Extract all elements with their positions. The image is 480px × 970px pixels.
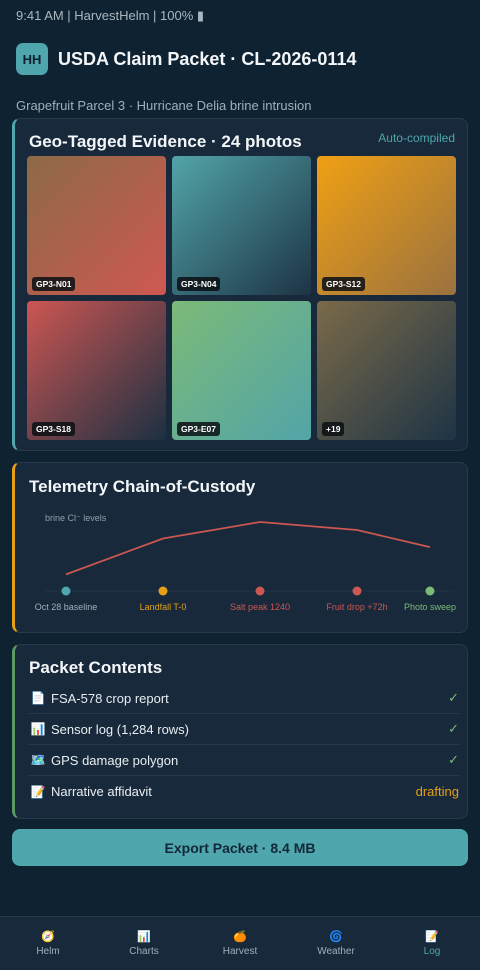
nav-label: Helm <box>36 946 60 957</box>
timeline-marker <box>61 586 71 596</box>
nav-label: Harvest <box>222 946 258 957</box>
photo-label: GP3-S12 <box>322 277 365 291</box>
contents-row-label: Sensor log (1,284 rows) <box>51 721 190 737</box>
photo-label: GP3-N04 <box>177 277 221 291</box>
auto-compiled-tag: Auto-compiled <box>378 131 455 145</box>
nav-item-weather[interactable]: 🌀 Weather <box>288 917 384 970</box>
contents-row-label: FSA-578 crop report <box>51 690 169 706</box>
bottom-nav: 🧭 Helm 📊 Charts 🍊 Harvest 🌀 Weather 📝 Log <box>0 916 480 970</box>
contents-row[interactable]: 📊 Sensor log (1,284 rows) ✓ <box>29 714 459 745</box>
page-subtitle: Grapefruit Parcel 3 · Hurricane Delia br… <box>16 98 312 113</box>
chloride-line <box>65 521 431 576</box>
compass-icon: 🧭 <box>41 931 55 943</box>
photo-label: +19 <box>322 422 345 436</box>
evidence-photo[interactable]: GP3-N01 <box>27 156 166 295</box>
photo-label: GP3-E07 <box>177 422 220 436</box>
cyclone-icon: 🌀 <box>329 931 343 943</box>
check-icon: ✓ <box>448 690 459 705</box>
bar-chart-icon: 📊 <box>30 722 46 736</box>
packet-contents-card: Packet Contents 📄 FSA-578 crop report ✓ 📊 Se… <box>12 644 468 819</box>
contents-row[interactable]: 📝 Narrative affidavit drafting <box>29 776 459 807</box>
timeline-label: Oct 28 baseline <box>35 602 98 612</box>
document-icon: 📄 <box>30 691 46 705</box>
nav-item-harvest[interactable]: 🍊 Harvest <box>192 917 288 970</box>
memo-icon: 📝 <box>425 931 439 943</box>
timeline-label: Photo sweep <box>404 602 456 612</box>
telemetry-title: Telemetry Chain-of-Custody <box>29 477 256 496</box>
evidence-photo[interactable]: GP3-N04 <box>172 156 311 295</box>
timeline-label: Landfall T-0 <box>140 602 187 612</box>
memo-icon: 📝 <box>30 784 46 799</box>
nav-item-charts[interactable]: 📊 Charts <box>96 917 192 970</box>
nav-item-log[interactable]: 📝 Log <box>384 917 480 970</box>
telemetry-card: Telemetry Chain-of-Custody brine Cl⁻ lev… <box>12 462 468 633</box>
check-icon: ✓ <box>448 721 459 736</box>
timeline-marker <box>158 586 168 596</box>
citrus-icon: 🍊 <box>233 931 247 943</box>
evidence-photo[interactable]: GP3-E07 <box>172 301 311 440</box>
timeline-marker <box>255 586 265 596</box>
photo-label: GP3-N01 <box>32 277 76 291</box>
contents-row-label: Narrative affidavit <box>51 784 152 799</box>
packet-contents-title: Packet Contents <box>29 658 163 677</box>
nav-label: Charts <box>129 946 159 957</box>
nav-item-helm[interactable]: 🧭 Helm <box>0 917 96 970</box>
timeline-marker <box>425 586 435 596</box>
evidence-card: Geo-Tagged Evidence · 24 photos Auto-com… <box>12 118 468 451</box>
timeline-label: Fruit drop +72h <box>326 602 387 612</box>
telemetry-chart: brine Cl⁻ levels Oct 28 baseline Landfall … <box>35 513 456 612</box>
app-logo: HH <box>16 43 48 75</box>
evidence-photo[interactable]: GP3-S12 <box>317 156 456 295</box>
timeline-label: Salt peak 1240 <box>230 602 290 612</box>
evidence-photo[interactable]: GP3-S18 <box>27 301 166 440</box>
bar-chart-icon: 📊 <box>137 931 151 943</box>
header: HH USDA Claim Packet · CL-2026-0114 <box>16 43 464 75</box>
evidence-photo[interactable]: +19 <box>317 301 456 440</box>
contents-row[interactable]: 🗺️ GPS damage polygon ✓ <box>29 745 459 776</box>
status-bar: 9:41 AM | HarvestHelm | 100% ▮ <box>16 8 205 23</box>
nav-label: Weather <box>317 946 355 957</box>
export-packet-button[interactable]: Export Packet · 8.4 MB <box>12 829 468 866</box>
chart-y-label: brine Cl⁻ levels <box>45 513 107 523</box>
photo-label: GP3-S18 <box>32 422 75 436</box>
map-icon: 🗺️ <box>30 753 46 767</box>
timeline-marker <box>352 586 362 596</box>
page-title: USDA Claim Packet · CL-2026-0114 <box>58 48 357 69</box>
check-icon: ✓ <box>448 752 459 767</box>
evidence-title: Geo-Tagged Evidence · 24 photos <box>29 132 302 151</box>
contents-row[interactable]: 📄 FSA-578 crop report ✓ <box>29 683 459 714</box>
contents-row-label: GPS damage polygon <box>51 752 179 768</box>
status-label: drafting <box>415 784 459 799</box>
nav-label: Log <box>423 946 441 957</box>
